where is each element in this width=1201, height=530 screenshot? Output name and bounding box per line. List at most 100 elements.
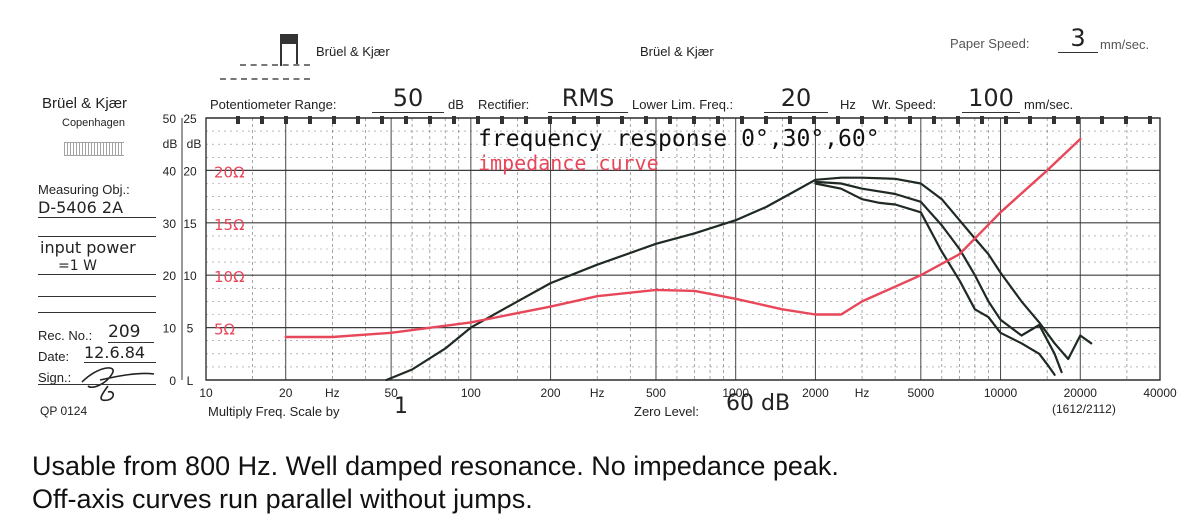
y-tick-label-inner: 20 <box>183 164 197 178</box>
impedance-scale-label: 5Ω <box>214 321 235 339</box>
zero-level-value: 60 dB <box>726 391 791 416</box>
measuring-obj-value: D-5406 2A <box>38 198 156 218</box>
top-edge-tick <box>860 116 864 124</box>
paper-speed-label: Paper Speed: <box>950 36 1030 51</box>
chart-ticks <box>236 116 1152 124</box>
top-edge-tick <box>524 116 528 124</box>
chart-code: (1612/2112) <box>1052 402 1116 416</box>
top-edge-tick <box>236 116 240 124</box>
top-edge-tick <box>308 116 312 124</box>
side-blank-line-4 <box>38 384 156 385</box>
brand-top-center: Brüel & Kjær <box>640 44 714 59</box>
top-edge-tick <box>932 116 936 124</box>
top-edge-tick <box>812 116 816 124</box>
qp-code: QP 0124 <box>40 404 88 418</box>
y-tick-label-outer: 40 <box>163 164 177 178</box>
series-line-2 <box>814 182 1056 376</box>
x-tick-label: 100 <box>461 386 481 400</box>
top-edge-tick <box>596 116 600 124</box>
top-edge-tick <box>668 116 672 124</box>
x-tick-label: 1000 <box>722 386 749 400</box>
top-edge-tick <box>1148 116 1152 124</box>
x-tick-label: 10 <box>199 386 213 400</box>
x-tick-label: 500 <box>646 386 666 400</box>
top-edge-tick <box>764 116 768 124</box>
top-edge-tick <box>1100 116 1104 124</box>
top-edge-tick <box>284 116 288 124</box>
y-tick-label-outer: 0 <box>169 374 176 388</box>
top-edge-tick <box>1076 116 1080 124</box>
rectifier-label: Rectifier: <box>478 97 530 112</box>
x-tick-label: 200 <box>541 386 561 400</box>
wr-speed-value: 100 <box>962 84 1020 113</box>
rec-no-value: 209 <box>108 322 154 343</box>
series-line-1 <box>814 180 1063 374</box>
series-line-3 <box>284 137 1082 339</box>
y-tick-label-inner: 10 <box>183 269 197 283</box>
x-tick-label: 5000 <box>907 386 934 400</box>
pot-range-unit: dB <box>448 97 464 112</box>
y-unit-label: dB <box>163 137 178 151</box>
y-tick-label-inner: 5 <box>187 322 194 336</box>
top-edge-tick <box>1028 116 1032 124</box>
top-edge-tick <box>548 116 552 124</box>
top-edge-tick <box>620 116 624 124</box>
lower-lim-label: Lower Lim. Freq.: <box>632 97 734 112</box>
measuring-obj-label: Measuring Obj.: <box>38 182 130 197</box>
chart-subtitle: impedance curve <box>478 151 659 175</box>
x-tick-label: 40000 <box>1143 386 1177 400</box>
top-edge-tick <box>404 116 408 124</box>
sign-label: Sign.: <box>38 370 72 385</box>
top-edge-tick <box>884 116 888 124</box>
impedance-scale-label: 15Ω <box>214 216 245 234</box>
caption-line-1: Usable from 800 Hz. Well damped resonanc… <box>32 451 839 481</box>
multiply-value: 1 <box>394 394 408 419</box>
pot-range-label: Potentiometer Range: <box>210 97 337 112</box>
side-blank-line-3 <box>38 312 156 313</box>
logo-dashes-2 <box>220 78 310 80</box>
top-edge-tick <box>836 116 840 124</box>
top-edge-tick <box>1052 116 1056 124</box>
top-edge-tick <box>956 116 960 124</box>
top-edge-tick <box>452 116 456 124</box>
x-tick-label: Hz <box>855 386 870 400</box>
top-edge-tick <box>908 116 912 124</box>
y-tick-label-outer: 10 <box>163 322 177 336</box>
pot-range-value: 50 <box>372 84 444 113</box>
y-unit-label: dB <box>187 137 202 151</box>
x-tick-label: 2000 <box>802 386 829 400</box>
series-line-0 <box>385 176 1093 382</box>
top-edge-tick <box>356 116 360 124</box>
top-edge-tick <box>980 116 984 124</box>
y-tick-label-inner: 15 <box>183 217 197 231</box>
input-power-value: =1 W <box>38 258 156 275</box>
chart-series <box>284 137 1093 382</box>
caption-line-2: Off-axis curves run parallel without jum… <box>32 484 533 514</box>
top-edge-tick <box>788 116 792 124</box>
top-edge-tick <box>500 116 504 124</box>
top-edge-tick <box>644 116 648 124</box>
x-tick-label: 50 <box>384 386 398 400</box>
y-tick-label-outer: 20 <box>163 269 177 283</box>
top-edge-tick <box>692 116 696 124</box>
y-tick-label-inner: 25 <box>183 112 197 126</box>
top-edge-tick <box>428 116 432 124</box>
bk-logo-mark <box>280 34 298 66</box>
top-edge-tick <box>476 116 480 124</box>
bk-emblem-icon <box>64 142 124 156</box>
top-edge-tick <box>260 116 264 124</box>
brand-left: Brüel & Kjær <box>42 95 128 112</box>
side-blank-line-1 <box>38 236 156 237</box>
date-label: Date: <box>38 349 70 364</box>
lower-lim-value: 20 <box>764 84 828 113</box>
date-value: 12.6.84 <box>84 343 156 363</box>
wr-speed-unit: mm/sec. <box>1024 97 1074 112</box>
top-edge-tick <box>1004 116 1008 124</box>
top-edge-tick <box>716 116 720 124</box>
brand-top-left: Brüel & Kjær <box>316 44 390 59</box>
input-power-label: input power <box>40 238 136 257</box>
logo-dashes <box>240 64 310 66</box>
y-tick-label-outer: 50 <box>163 112 177 126</box>
paper-speed-value: 3 <box>1058 24 1098 53</box>
